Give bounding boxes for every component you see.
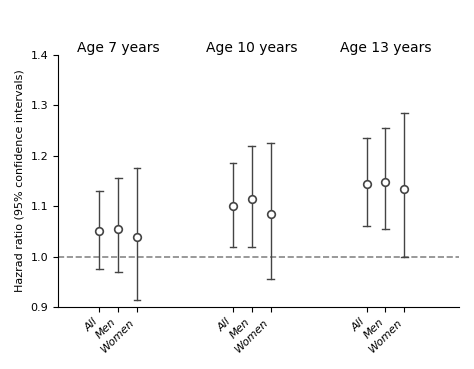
Text: Age 10 years: Age 10 years <box>206 41 298 55</box>
Text: Age 13 years: Age 13 years <box>340 41 431 55</box>
Y-axis label: Hazrad ratio (95% confidence intervals): Hazrad ratio (95% confidence intervals) <box>15 70 25 292</box>
Text: Age 7 years: Age 7 years <box>77 41 159 55</box>
